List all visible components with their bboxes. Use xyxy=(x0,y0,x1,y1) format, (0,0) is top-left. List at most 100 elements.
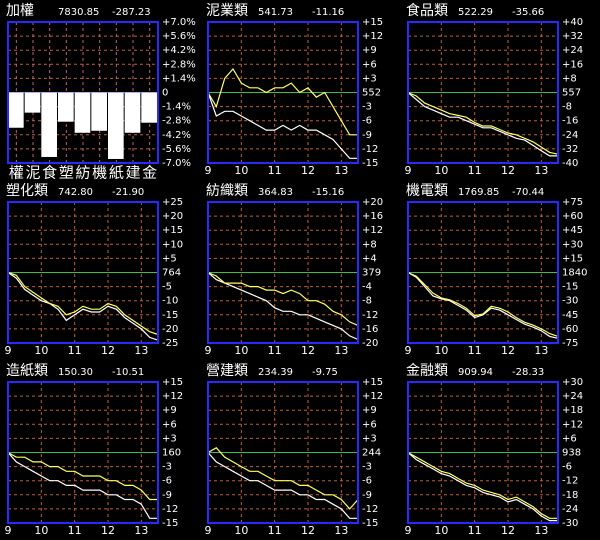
y-tick-label: -75 xyxy=(562,338,578,349)
panel-change: -28.33 xyxy=(512,367,544,378)
index-line xyxy=(407,92,558,157)
y-tick-label: -16 xyxy=(562,116,578,127)
x-tick-label: 10 xyxy=(234,164,248,177)
y-tick-label: -8 xyxy=(562,102,572,113)
y-tick-label: 557 xyxy=(562,88,581,99)
y-tick-label: +4.2% xyxy=(162,45,196,56)
x-tick-label: 11 xyxy=(268,524,282,537)
x-tick-label: 11 xyxy=(268,164,282,177)
index-line xyxy=(207,452,358,519)
bar xyxy=(108,92,124,159)
category-label: 紡 xyxy=(75,164,90,182)
category-label: 塑 xyxy=(59,164,74,182)
y-tick-label: +15 xyxy=(362,377,383,388)
y-tick-label: -15 xyxy=(162,518,178,529)
plot-frame xyxy=(207,21,359,164)
y-tick-label: -40 xyxy=(562,158,578,169)
panel-price: 522.29 xyxy=(458,7,493,18)
y-tick-label: -6 xyxy=(362,116,372,127)
bar xyxy=(124,92,141,133)
y-tick-label: -15 xyxy=(362,158,378,169)
panel-title: 泥業類 xyxy=(206,3,248,19)
y-tick-label: -16 xyxy=(362,324,378,335)
panel-change: -9.75 xyxy=(312,367,338,378)
y-tick-label: -7.0% xyxy=(162,158,191,169)
y-tick-label: 764 xyxy=(162,268,181,279)
x-tick-label: 13 xyxy=(534,524,548,537)
plot-frame xyxy=(7,381,159,524)
panel-price: 541.73 xyxy=(258,7,293,18)
x-tick-label: 13 xyxy=(334,164,348,177)
x-tick-label: 11 xyxy=(268,344,282,357)
x-tick-label: 12 xyxy=(301,344,315,357)
y-tick-label: -24 xyxy=(562,130,578,141)
y-tick-label: +10 xyxy=(162,239,183,250)
x-tick-label: 13 xyxy=(334,524,348,537)
y-tick-label: +9 xyxy=(162,405,177,416)
y-tick-label: +25 xyxy=(162,197,183,208)
panel-title: 營建類 xyxy=(206,363,248,379)
y-tick-label: -25 xyxy=(162,338,178,349)
y-tick-label: +15 xyxy=(362,17,383,28)
y-tick-label: +30 xyxy=(562,239,583,250)
x-tick-label: 12 xyxy=(301,524,315,537)
y-tick-label: -15 xyxy=(162,310,178,321)
x-tick-label: 9 xyxy=(205,164,212,177)
y-tick-label: +24 xyxy=(562,391,583,402)
category-label: 機 xyxy=(92,164,107,182)
y-tick-label: +75 xyxy=(562,197,583,208)
y-tick-label: +3 xyxy=(162,433,177,444)
y-tick-label: +12 xyxy=(362,225,383,236)
y-tick-label: +12 xyxy=(162,391,183,402)
y-tick-label: +6 xyxy=(162,419,177,430)
y-tick-label: -30 xyxy=(562,296,578,307)
y-tick-label: -5 xyxy=(162,282,172,293)
y-tick-label: +60 xyxy=(562,211,583,222)
panel-title: 紡織類 xyxy=(206,183,248,199)
panel-change: -70.44 xyxy=(512,187,544,198)
x-tick-label: 11 xyxy=(468,524,482,537)
index-line xyxy=(207,92,358,159)
bar xyxy=(91,92,107,131)
x-tick-label: 9 xyxy=(205,524,212,537)
x-tick-label: 10 xyxy=(234,344,248,357)
y-tick-label: -3 xyxy=(362,102,372,113)
x-tick-label: 12 xyxy=(501,524,515,537)
y-tick-label: -5.6% xyxy=(162,144,191,155)
panel-title: 機電類 xyxy=(406,183,448,199)
x-tick-label: 9 xyxy=(205,344,212,357)
y-tick-label: -30 xyxy=(562,518,578,529)
panel-price: 1769.85 xyxy=(458,187,499,198)
panel-price: 7830.85 xyxy=(58,7,99,18)
y-tick-label: +8 xyxy=(362,239,377,250)
y-tick-label: 160 xyxy=(162,448,181,459)
index-line xyxy=(7,451,158,501)
x-tick-label: 13 xyxy=(534,344,548,357)
y-tick-label: -12 xyxy=(362,144,378,155)
plot-frame xyxy=(407,381,559,524)
y-tick-label: 938 xyxy=(562,448,581,459)
x-tick-label: 12 xyxy=(301,164,315,177)
panel-price: 234.39 xyxy=(258,367,293,378)
y-tick-label: -12 xyxy=(362,504,378,515)
y-tick-label: +8 xyxy=(562,73,577,84)
panel-change: -287.23 xyxy=(112,7,151,18)
x-tick-label: 11 xyxy=(68,344,82,357)
index-line xyxy=(207,271,359,326)
category-label: 泥 xyxy=(25,164,40,182)
category-label: 建 xyxy=(125,164,140,182)
x-tick-label: 11 xyxy=(468,164,482,177)
y-tick-label: +5.6% xyxy=(162,31,196,42)
y-tick-label: +6 xyxy=(362,59,377,70)
index-line xyxy=(407,452,558,522)
y-tick-label: +40 xyxy=(562,17,583,28)
y-tick-label: +18 xyxy=(562,405,583,416)
y-tick-label: +9 xyxy=(362,405,377,416)
y-tick-label: +12 xyxy=(362,31,383,42)
y-tick-label: +3 xyxy=(362,73,377,84)
y-tick-label: -6 xyxy=(362,476,372,487)
y-tick-label: -3 xyxy=(362,462,372,473)
y-tick-label: +45 xyxy=(562,225,583,236)
y-tick-label: +20 xyxy=(162,211,183,222)
x-tick-label: 12 xyxy=(101,524,115,537)
